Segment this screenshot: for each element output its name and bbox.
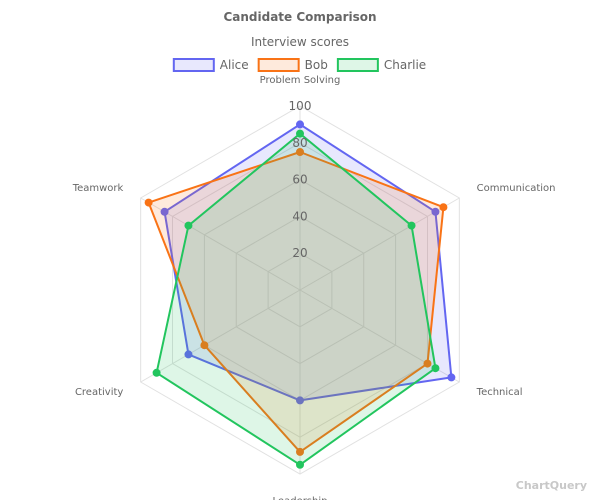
axis-label-teamwork: Teamwork	[72, 183, 124, 194]
data-point-bob-problem-solving[interactable]	[296, 148, 304, 156]
data-point-charlie-technical[interactable]	[431, 364, 440, 373]
data-point-bob-technical[interactable]	[423, 359, 432, 368]
data-point-alice-technical[interactable]	[447, 373, 456, 382]
series-alice	[160, 120, 456, 405]
data-point-bob-teamwork[interactable]	[144, 198, 153, 207]
data-point-charlie-leadership[interactable]	[296, 460, 304, 469]
legend-label-alice: Alice	[220, 58, 249, 72]
legend-item-charlie[interactable]: Charlie	[336, 58, 426, 72]
legend-label-bob: Bob	[305, 58, 328, 72]
legend: Alice Bob Charlie	[172, 58, 426, 72]
axis-label-technical: Technical	[476, 387, 523, 398]
legend-swatch-charlie	[336, 58, 379, 72]
chart-subtitle: Interview scores	[251, 35, 349, 49]
data-point-alice-creativity[interactable]	[184, 350, 193, 359]
legend-swatch-bob	[257, 58, 300, 72]
data-point-bob-creativity[interactable]	[200, 341, 209, 350]
data-point-charlie-communication[interactable]	[407, 221, 416, 230]
watermark: ChartQuery	[516, 479, 587, 492]
data-point-alice-teamwork[interactable]	[160, 207, 169, 216]
data-point-bob-leadership[interactable]	[296, 447, 304, 456]
tick-labels: 20 40 60 80 100	[289, 99, 312, 260]
series-bob	[144, 148, 448, 456]
data-point-alice-communication[interactable]	[431, 207, 440, 216]
data-point-bob-communication[interactable]	[439, 203, 448, 212]
data-point-alice-problem-solving[interactable]	[296, 120, 304, 129]
series-layer	[144, 120, 456, 469]
radial-grid	[140, 105, 460, 475]
spoke-creativity	[140, 289, 301, 383]
axis-label-communication: Communication	[477, 183, 556, 194]
axis-label-leadership: Leadership	[273, 496, 328, 500]
legend-item-bob[interactable]: Bob	[257, 58, 328, 72]
tick-label-80: 80	[292, 136, 307, 150]
data-point-charlie-teamwork[interactable]	[184, 221, 193, 230]
tick-label-60: 60	[292, 173, 307, 187]
legend-item-alice[interactable]: Alice	[172, 58, 249, 72]
data-point-charlie-creativity[interactable]	[152, 368, 161, 377]
data-point-charlie-problem-solving[interactable]	[296, 129, 304, 138]
legend-swatch-alice	[172, 58, 215, 72]
axis-label-creativity: Creativity	[75, 387, 123, 398]
chart-title: Candidate Comparison	[223, 10, 376, 24]
data-point-alice-leadership[interactable]	[296, 396, 304, 405]
tick-label-100: 100	[289, 99, 312, 113]
tick-label-20: 20	[292, 246, 307, 260]
axis-label-problem-solving: Problem Solving	[260, 75, 341, 86]
tick-label-40: 40	[292, 209, 307, 223]
series-charlie	[152, 129, 440, 469]
legend-label-charlie: Charlie	[384, 58, 426, 72]
